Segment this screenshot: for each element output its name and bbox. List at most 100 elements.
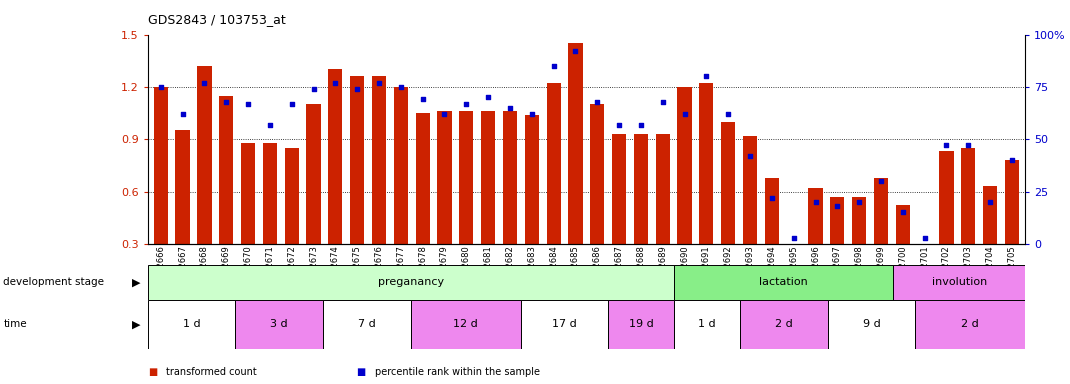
Bar	[241, 143, 255, 296]
Bar	[306, 104, 321, 296]
Text: transformed count: transformed count	[166, 367, 257, 377]
Point	[326, 79, 343, 86]
Point	[851, 199, 868, 205]
Bar	[372, 76, 386, 296]
Bar	[394, 87, 408, 296]
Bar	[323, 300, 411, 349]
Point	[654, 98, 671, 104]
Point	[196, 79, 213, 86]
Bar	[148, 300, 235, 349]
Point	[523, 111, 540, 117]
Bar	[828, 300, 916, 349]
Point	[370, 79, 387, 86]
Bar	[411, 300, 520, 349]
Point	[720, 111, 737, 117]
Bar	[568, 43, 582, 296]
Point	[829, 203, 846, 209]
Point	[981, 199, 998, 205]
Point	[240, 101, 257, 107]
Bar	[674, 300, 739, 349]
Point	[435, 111, 453, 117]
Point	[588, 98, 606, 104]
Bar	[235, 300, 323, 349]
Text: 9 d: 9 d	[862, 319, 881, 329]
Text: GDS2843 / 103753_at: GDS2843 / 103753_at	[148, 13, 286, 26]
Text: development stage: development stage	[3, 277, 104, 287]
Text: ■: ■	[148, 367, 157, 377]
Point	[502, 105, 519, 111]
Text: preganancy: preganancy	[378, 277, 444, 287]
Point	[938, 142, 956, 149]
Bar	[263, 143, 277, 296]
Bar	[874, 177, 888, 296]
Bar	[765, 177, 779, 296]
Text: 1 d: 1 d	[699, 319, 716, 329]
Bar	[918, 244, 932, 296]
Point	[217, 98, 234, 104]
Point	[632, 121, 649, 127]
Bar	[830, 197, 844, 296]
Bar	[939, 151, 953, 296]
Bar	[148, 265, 674, 300]
Point	[698, 73, 715, 79]
Point	[174, 111, 192, 117]
Point	[305, 86, 322, 92]
Bar	[916, 300, 1025, 349]
Point	[458, 101, 475, 107]
Bar	[175, 131, 189, 296]
Bar	[285, 148, 299, 296]
Bar	[591, 104, 605, 296]
Point	[895, 209, 912, 215]
Bar	[328, 70, 342, 296]
Bar	[524, 115, 539, 296]
Text: 1 d: 1 d	[183, 319, 200, 329]
Text: 17 d: 17 d	[552, 319, 577, 329]
Bar	[1005, 160, 1019, 296]
Bar	[700, 83, 714, 296]
Bar	[350, 76, 364, 296]
Text: percentile rank within the sample: percentile rank within the sample	[374, 367, 539, 377]
Text: ▶: ▶	[132, 277, 140, 287]
Bar	[547, 83, 561, 296]
Text: 2 d: 2 d	[775, 319, 793, 329]
Point	[284, 101, 301, 107]
Bar	[674, 265, 893, 300]
Bar	[677, 87, 691, 296]
Bar	[633, 134, 648, 296]
Bar	[961, 148, 976, 296]
Point	[872, 178, 889, 184]
Bar	[197, 66, 212, 296]
Bar	[656, 134, 670, 296]
Bar	[896, 205, 909, 296]
Bar	[612, 134, 626, 296]
Text: ■: ■	[356, 367, 366, 377]
Bar	[503, 111, 517, 296]
Point	[916, 235, 933, 241]
Point	[567, 48, 584, 55]
Text: ▶: ▶	[132, 319, 140, 329]
Text: 12 d: 12 d	[454, 319, 478, 329]
Bar	[721, 122, 735, 296]
Point	[676, 111, 693, 117]
Point	[960, 142, 977, 149]
Bar	[459, 111, 473, 296]
Bar	[415, 113, 430, 296]
Bar	[852, 197, 867, 296]
Point	[414, 96, 431, 103]
Point	[763, 195, 780, 201]
Bar	[521, 300, 609, 349]
Text: 2 d: 2 d	[961, 319, 979, 329]
Point	[1004, 157, 1021, 163]
Bar	[786, 244, 800, 296]
Point	[349, 86, 366, 92]
Point	[393, 84, 410, 90]
Text: 3 d: 3 d	[271, 319, 288, 329]
Bar	[740, 300, 828, 349]
Bar	[438, 111, 452, 296]
Bar	[219, 96, 233, 296]
Bar	[482, 111, 495, 296]
Bar	[809, 188, 823, 296]
Point	[479, 94, 496, 101]
Point	[545, 63, 562, 69]
Point	[611, 121, 628, 127]
